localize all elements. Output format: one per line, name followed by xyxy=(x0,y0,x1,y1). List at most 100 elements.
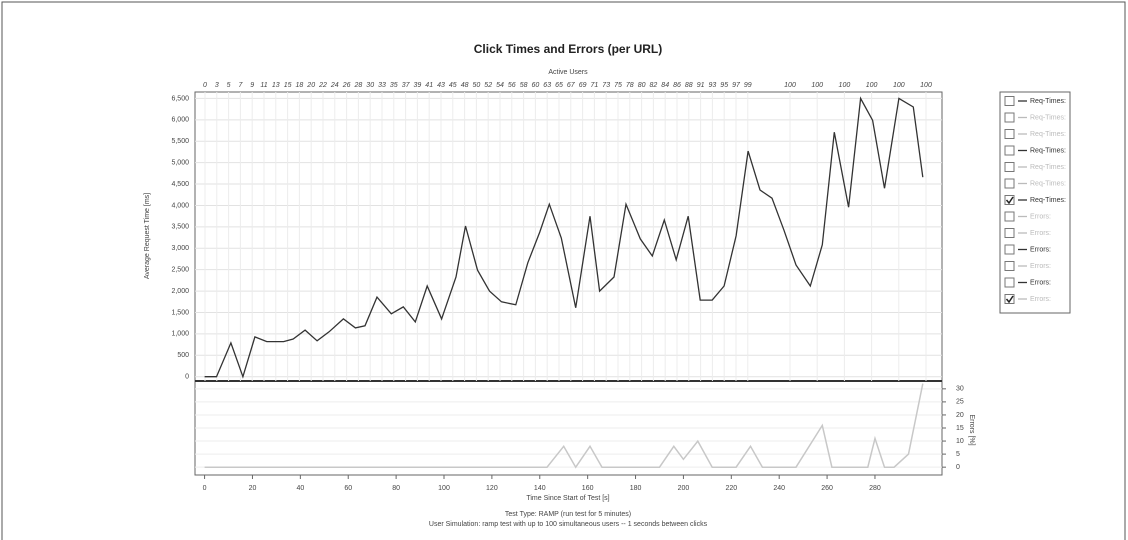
x-tick-label: 160 xyxy=(582,485,594,492)
top-tick-label: 33 xyxy=(378,82,386,89)
top-tick-label: 86 xyxy=(673,82,681,89)
top-tick-label: 97 xyxy=(732,82,741,89)
x-tick-label: 220 xyxy=(725,485,737,492)
x-tick-label: 240 xyxy=(773,485,785,492)
y-tick-label: 6,000 xyxy=(171,117,189,124)
top-tick-label: 3 xyxy=(215,82,219,89)
legend-check xyxy=(1005,295,1014,304)
legend-checkbox[interactable] xyxy=(1004,261,1015,271)
legend-checkbox[interactable] xyxy=(1004,162,1015,172)
top-tick-label: 91 xyxy=(697,82,705,89)
y-tick-label: 5,000 xyxy=(171,159,189,166)
series-line xyxy=(204,383,924,469)
y-tick-label: 3,500 xyxy=(171,224,189,231)
y-tick-label: 0 xyxy=(185,374,189,381)
legend-checkbox[interactable] xyxy=(1004,178,1015,189)
top-tick-label: 73 xyxy=(602,82,610,89)
legend-checkbox[interactable] xyxy=(1004,112,1015,123)
legend-label: Req-Times: xyxy=(1030,164,1066,171)
x-tick-label: 180 xyxy=(630,485,642,492)
legend-label: Req-Times: xyxy=(1030,197,1066,204)
top-tick-label: 7 xyxy=(238,82,243,89)
top-tick-label: 100 xyxy=(920,82,932,89)
top-tick-label: 39 xyxy=(414,82,422,89)
legend-label: Errors: xyxy=(1030,246,1051,253)
top-tick-label: 80 xyxy=(638,82,646,89)
top-tick-label: 52 xyxy=(484,82,492,89)
top-axis-label: Active Users xyxy=(548,69,588,76)
top-tick-label: 100 xyxy=(866,82,878,89)
legend-checkbox[interactable] xyxy=(1004,96,1015,106)
x-tick-label: 200 xyxy=(678,485,690,492)
legend-label: Req-Times: xyxy=(1030,114,1066,121)
x-tick-label: 60 xyxy=(344,485,352,492)
y2-tick-label: 30 xyxy=(956,386,964,393)
legend-checkbox[interactable] xyxy=(1004,294,1015,304)
top-tick-label: 100 xyxy=(784,82,796,89)
top-tick-label: 82 xyxy=(650,82,658,89)
top-tick-label: 18 xyxy=(296,82,304,89)
legend-checkbox[interactable] xyxy=(1004,145,1015,156)
legend-checkbox[interactable] xyxy=(1004,211,1015,222)
legend-checkbox[interactable] xyxy=(1004,277,1015,288)
top-tick-label: 58 xyxy=(520,82,528,89)
x-tick-label: 0 xyxy=(203,485,207,492)
x-tick-label: 260 xyxy=(821,485,833,492)
legend-label: Errors: xyxy=(1030,213,1051,220)
top-tick-label: 99 xyxy=(744,82,752,89)
top-tick-label: 56 xyxy=(508,82,516,89)
legend-checkbox[interactable] xyxy=(1004,129,1015,139)
top-tick-label: 65 xyxy=(555,82,563,89)
top-tick-label: 84 xyxy=(661,82,669,89)
top-tick-label: 35 xyxy=(390,82,398,89)
legend-label: Errors: xyxy=(1030,296,1051,303)
top-tick-label: 50 xyxy=(473,82,481,89)
legend-check xyxy=(1005,196,1014,205)
legend-label: Req-Times: xyxy=(1030,98,1066,105)
y-tick-label: 500 xyxy=(177,352,189,359)
y2-tick-label: 0 xyxy=(956,464,960,471)
legend-label: Errors: xyxy=(1030,230,1051,237)
x-tick-label: 100 xyxy=(438,485,450,492)
y2-tick-label: 15 xyxy=(956,425,964,432)
legend-label: Req-Times: xyxy=(1030,131,1066,138)
top-tick-label: 13 xyxy=(272,82,280,89)
y-tick-label: 6,500 xyxy=(171,95,189,102)
top-tick-label: 26 xyxy=(342,82,351,89)
note: User Simulation: ramp test with up to 10… xyxy=(429,521,708,528)
legend-checkbox[interactable] xyxy=(1004,195,1015,205)
top-tick-label: 67 xyxy=(567,82,576,89)
top-tick-label: 88 xyxy=(685,82,693,89)
chart-title: Click Times and Errors (per URL) xyxy=(474,42,663,56)
legend-label: Errors: xyxy=(1030,279,1051,286)
top-tick-label: 93 xyxy=(709,82,717,89)
top-tick-label: 0 xyxy=(203,82,207,89)
top-tick-label: 15 xyxy=(284,82,292,89)
legend-checkbox[interactable] xyxy=(1004,228,1015,238)
x-tick-label: 280 xyxy=(869,485,881,492)
main-plot xyxy=(194,91,943,382)
top-tick-label: 75 xyxy=(614,82,622,89)
top-tick-label: 45 xyxy=(449,82,457,89)
top-tick-label: 28 xyxy=(354,82,363,89)
top-tick-label: 48 xyxy=(461,82,469,89)
top-tick-label: 41 xyxy=(425,82,433,89)
top-tick-label: 24 xyxy=(330,82,339,89)
y-tick-label: 3,000 xyxy=(171,245,189,252)
top-tick-label: 100 xyxy=(811,82,823,89)
y2-axis-label: Errors [%] xyxy=(968,414,975,445)
y2-tick-label: 20 xyxy=(956,412,964,419)
top-tick-label: 60 xyxy=(532,82,540,89)
y-axis-label: Average Request Time [ms] xyxy=(144,193,151,279)
top-tick-label: 9 xyxy=(250,82,254,89)
x-axis-label: Time Since Start of Test [s] xyxy=(526,495,609,502)
y-tick-label: 2,500 xyxy=(171,267,189,274)
y-tick-label: 4,000 xyxy=(171,202,189,209)
top-tick-label: 100 xyxy=(839,82,851,89)
legend-checkbox[interactable] xyxy=(1004,244,1015,255)
top-tick-label: 63 xyxy=(543,82,551,89)
y-tick-label: 1,500 xyxy=(171,309,189,316)
legend-label: Req-Times: xyxy=(1030,180,1066,187)
x-tick-label: 140 xyxy=(534,485,546,492)
